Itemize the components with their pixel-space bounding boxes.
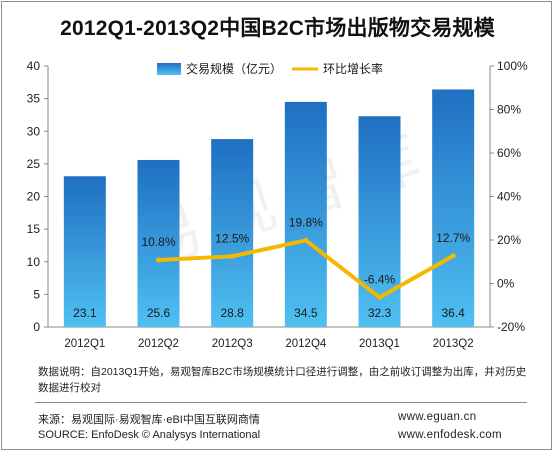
legend-bar-label: 交易规模（亿元） [186,61,282,76]
growth-rate-label: 12.7% [436,231,470,245]
chart-title: 2012Q1-2013Q2中国B2C市场出版物交易规模 [60,17,495,40]
x-axis-tick-label: 2012Q1 [64,338,105,350]
growth-rate-point [229,253,235,259]
website-eguan: www.eguan.cn [398,411,477,423]
growth-rate-point [156,257,161,263]
left-axis-tick-label: 25 [27,157,41,171]
bar-value-label: 36.4 [441,306,465,320]
left-axis-tick-label: 30 [27,124,41,138]
bar-value-label: 28.8 [220,306,244,320]
left-axis-tick-label: 10 [27,255,41,269]
growth-rate-label: -6.4% [364,272,396,286]
legend-line-label: 环比增长率 [323,61,383,76]
bar [137,159,180,327]
left-axis-tick-label: 20 [27,190,41,204]
bar [211,139,254,327]
source-chinese: 来源：易观国际·易观智库·eBI中国互联网商情 [38,414,260,426]
growth-rate-point [377,294,382,300]
bar-value-label: 25.6 [147,306,171,320]
left-axis-tick-label: 0 [33,320,40,334]
legend-bar-swatch [157,63,181,75]
left-axis-tick-label: 15 [27,222,41,236]
x-axis-tick-label: 2012Q2 [138,338,179,350]
left-axis-tick-label: 35 [27,92,41,106]
bar-value-label: 23.1 [73,306,97,320]
growth-rate-label: 10.8% [141,235,175,249]
growth-rate-point [450,253,456,259]
footer-divider [35,402,527,403]
left-axis-tick-label: 5 [33,287,40,301]
x-axis-tick-label: 2013Q1 [359,338,400,350]
left-axis-tick-label: 40 [27,59,41,73]
right-axis-tick-label: 40% [497,190,521,204]
growth-rate-point [303,237,309,243]
bar [432,89,475,328]
data-note: 数据说明：自2013Q1开始，易观智库B2C市场规模统计口径进行调整，由之前收订… [38,366,527,394]
website-enfodesk: www.enfodesk.com [398,429,502,441]
x-axis-tick-label: 2012Q4 [285,338,327,350]
right-axis-tick-label: 0% [497,277,515,291]
growth-rate-label: 19.8% [289,215,323,229]
x-axis-tick-label: 2013Q2 [433,338,474,350]
right-axis-tick-label: 60% [497,146,521,160]
bar-value-label: 32.3 [368,306,392,320]
right-axis-tick-label: 20% [497,233,521,247]
right-axis-tick-label: 100% [497,59,528,73]
bar-value-label: 34.5 [294,306,318,320]
bar [63,176,106,327]
growth-rate-label: 12.5% [215,231,249,245]
right-axis-tick-label: -20% [497,320,525,334]
bar [284,101,327,327]
bar [358,116,401,328]
source-english: SOURCE: EnfoDesk © Analysys Internationa… [38,429,261,441]
right-axis-tick-label: 80% [497,103,521,117]
x-axis-tick-label: 2012Q3 [212,338,253,350]
